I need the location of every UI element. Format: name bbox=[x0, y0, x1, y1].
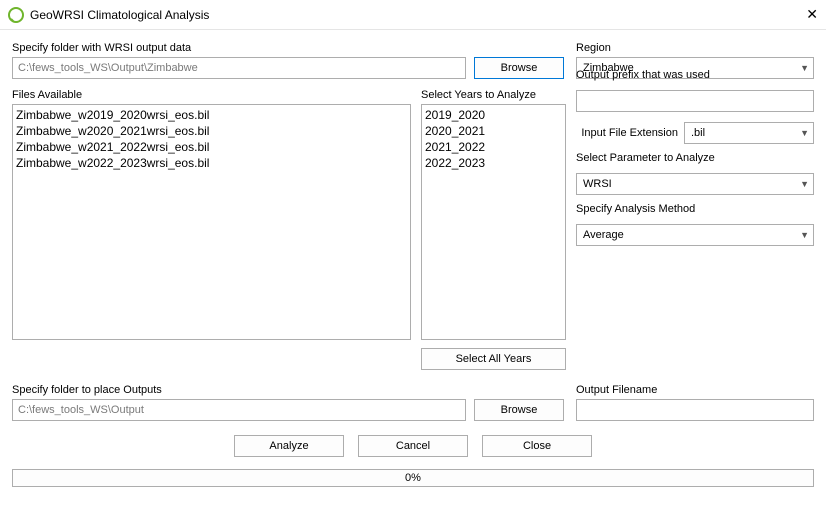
files-available-list[interactable]: Zimbabwe_w2019_2020wrsi_eos.bilZimbabwe_… bbox=[12, 104, 411, 340]
prefix-label: Output prefix that was used bbox=[576, 69, 814, 81]
analyze-button[interactable]: Analyze bbox=[234, 435, 344, 457]
title-bar: GeoWRSI Climatological Analysis ✕ bbox=[0, 0, 826, 30]
input-folder-field[interactable] bbox=[12, 57, 466, 79]
list-item[interactable]: 2019_2020 bbox=[425, 107, 562, 123]
chevron-down-icon: ▼ bbox=[800, 230, 809, 240]
chevron-down-icon: ▼ bbox=[800, 179, 809, 189]
years-list[interactable]: 2019_20202020_20212021_20222022_2023 bbox=[421, 104, 566, 340]
method-value: Average bbox=[583, 229, 624, 241]
region-label: Region bbox=[576, 42, 814, 54]
window-title: GeoWRSI Climatological Analysis bbox=[30, 8, 788, 22]
list-item[interactable]: Zimbabwe_w2021_2022wrsi_eos.bil bbox=[16, 139, 407, 155]
browse-input-button[interactable]: Browse bbox=[474, 57, 564, 79]
output-folder-field[interactable] bbox=[12, 399, 466, 421]
select-all-years-button[interactable]: Select All Years bbox=[421, 348, 566, 370]
dialog-content: Specify folder with WRSI output data Bro… bbox=[0, 30, 826, 499]
chevron-down-icon: ▼ bbox=[800, 128, 809, 138]
parameter-value: WRSI bbox=[583, 178, 612, 190]
close-icon[interactable]: ✕ bbox=[788, 6, 818, 23]
output-filename-label: Output Filename bbox=[576, 384, 814, 396]
years-label: Select Years to Analyze bbox=[421, 89, 566, 101]
parameter-select[interactable]: WRSI ▼ bbox=[576, 173, 814, 195]
progress-bar: 0% bbox=[12, 469, 814, 487]
files-available-label: Files Available bbox=[12, 89, 411, 101]
extension-value: .bil bbox=[691, 127, 705, 139]
app-icon bbox=[8, 7, 24, 23]
cancel-button[interactable]: Cancel bbox=[358, 435, 468, 457]
browse-output-button[interactable]: Browse bbox=[474, 399, 564, 421]
input-folder-label: Specify folder with WRSI output data bbox=[12, 42, 564, 54]
list-item[interactable]: 2020_2021 bbox=[425, 123, 562, 139]
parameter-label: Select Parameter to Analyze bbox=[576, 152, 814, 164]
close-button[interactable]: Close bbox=[482, 435, 592, 457]
output-filename-field[interactable] bbox=[576, 399, 814, 421]
method-select[interactable]: Average ▼ bbox=[576, 224, 814, 246]
list-item[interactable]: 2021_2022 bbox=[425, 139, 562, 155]
progress-text: 0% bbox=[405, 472, 421, 484]
list-item[interactable]: Zimbabwe_w2022_2023wrsi_eos.bil bbox=[16, 155, 407, 171]
list-item[interactable]: Zimbabwe_w2019_2020wrsi_eos.bil bbox=[16, 107, 407, 123]
list-item[interactable]: 2022_2023 bbox=[425, 155, 562, 171]
prefix-field[interactable] bbox=[576, 90, 814, 112]
list-item[interactable]: Zimbabwe_w2020_2021wrsi_eos.bil bbox=[16, 123, 407, 139]
method-label: Specify Analysis Method bbox=[576, 203, 814, 215]
extension-label: Input File Extension bbox=[576, 127, 678, 139]
output-folder-label: Specify folder to place Outputs bbox=[12, 384, 564, 396]
extension-select[interactable]: .bil ▼ bbox=[684, 122, 814, 144]
